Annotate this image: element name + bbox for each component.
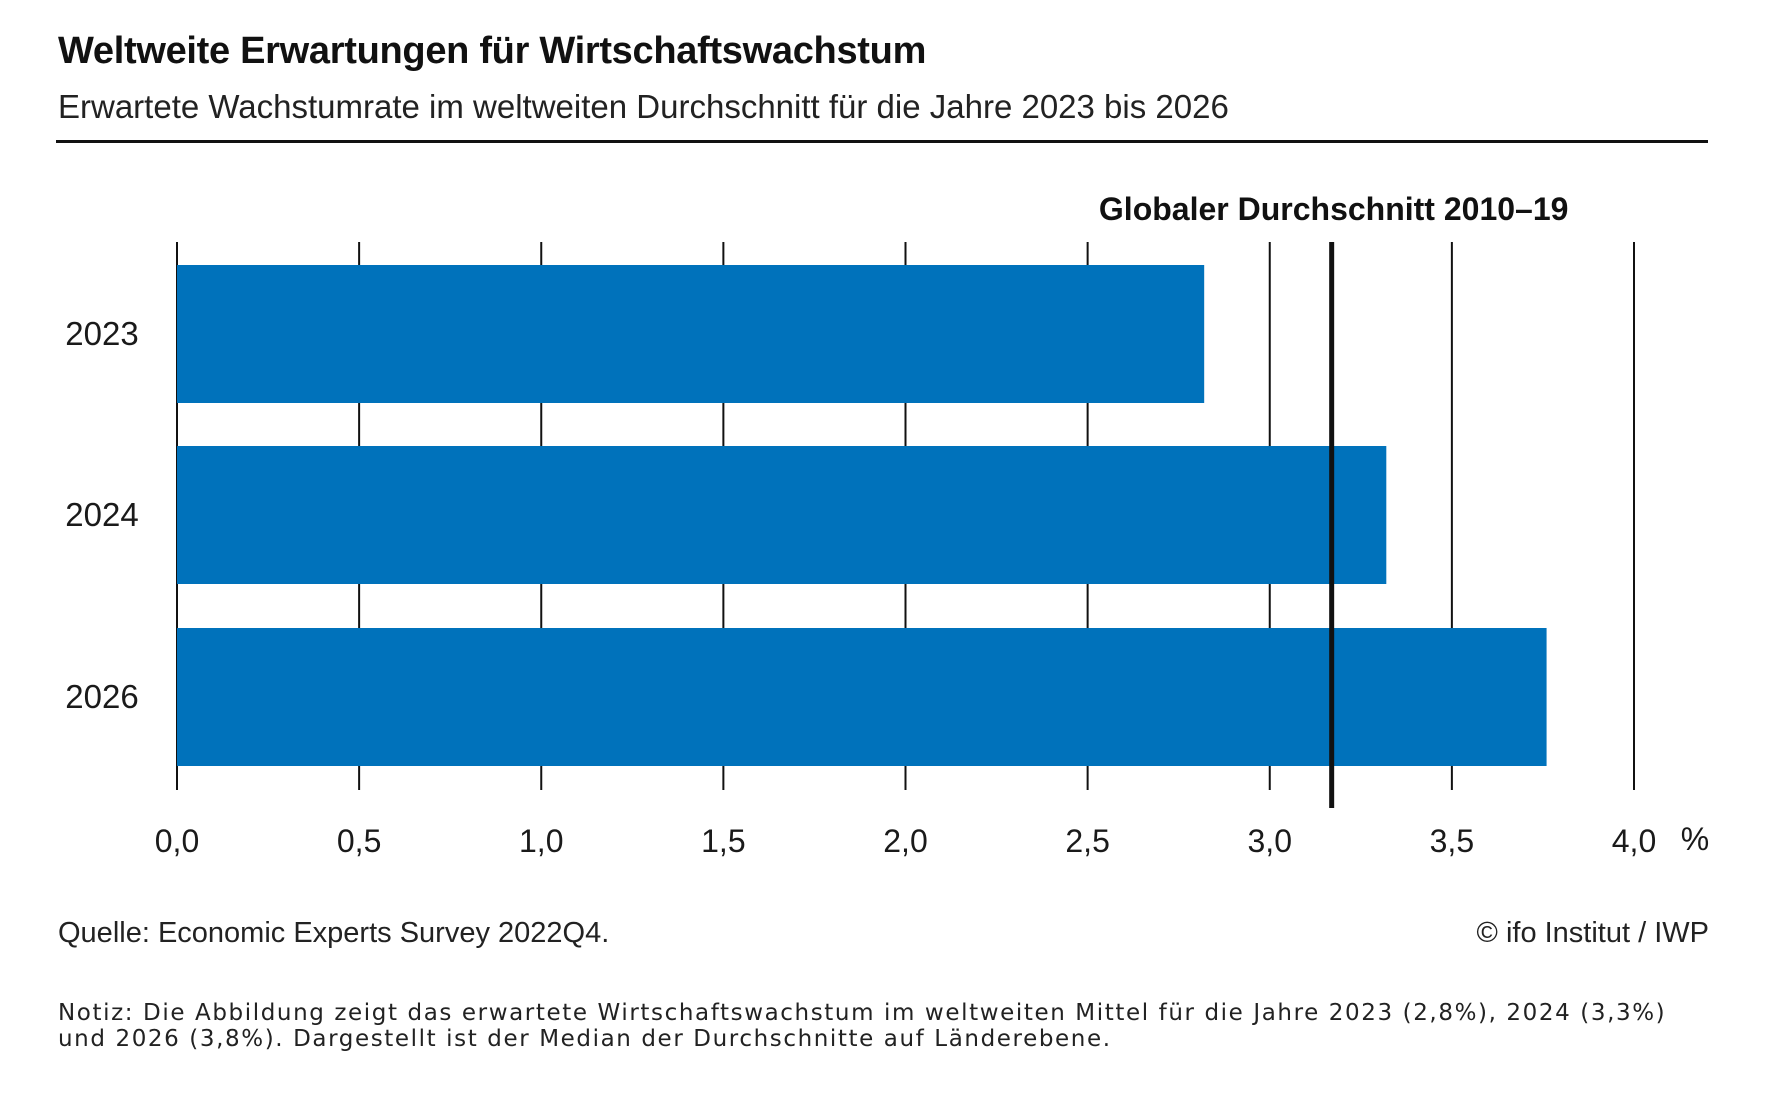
x-unit-label: % [1681,821,1709,857]
chart-title: Weltweite Erwartungen für Wirtschaftswac… [58,30,927,72]
title-divider [56,140,1708,143]
x-tick-label: 1,0 [519,823,563,859]
bar [177,628,1547,766]
category-label: 2024 [65,496,138,533]
bar [177,446,1387,584]
x-tick-label: 0,5 [337,823,381,859]
category-label: 2026 [65,678,138,715]
bars [177,265,1547,766]
bar-chart: Globaler Durchschnitt 2010–19 0,0 0,5 1,0 1… [65,191,1709,859]
axis-labels: 0,0 0,5 1,0 1,5 2,0 2,5 3,0 3,5 4,0 % 2023 2024 2026 [65,315,1709,859]
x-tick-label: 1,5 [701,823,745,859]
category-label: 2023 [65,315,138,352]
bar [177,265,1205,403]
x-tick-label: 3,0 [1248,823,1292,859]
source-note: Quelle: Economic Experts Survey 2022Q4. [58,917,610,949]
chart-subtitle: Erwartete Wachstumrate im weltweiten Dur… [58,88,1229,125]
x-tick-label: 2,0 [883,823,927,859]
reference-line-label: Globaler Durchschnitt 2010–19 [1099,191,1569,227]
x-tick-label: 0,0 [155,823,199,859]
copyright-note: © ifo Institut / IWP [1476,917,1709,949]
chart-notes: Notiz: Die Abbildung zeigt das erwartete… [58,1000,1667,1052]
x-tick-label: 3,5 [1430,823,1474,859]
x-tick-label: 2,5 [1065,823,1109,859]
x-tick-label: 4,0 [1612,823,1656,859]
reference-line-group: Globaler Durchschnitt 2010–19 [1099,191,1569,808]
